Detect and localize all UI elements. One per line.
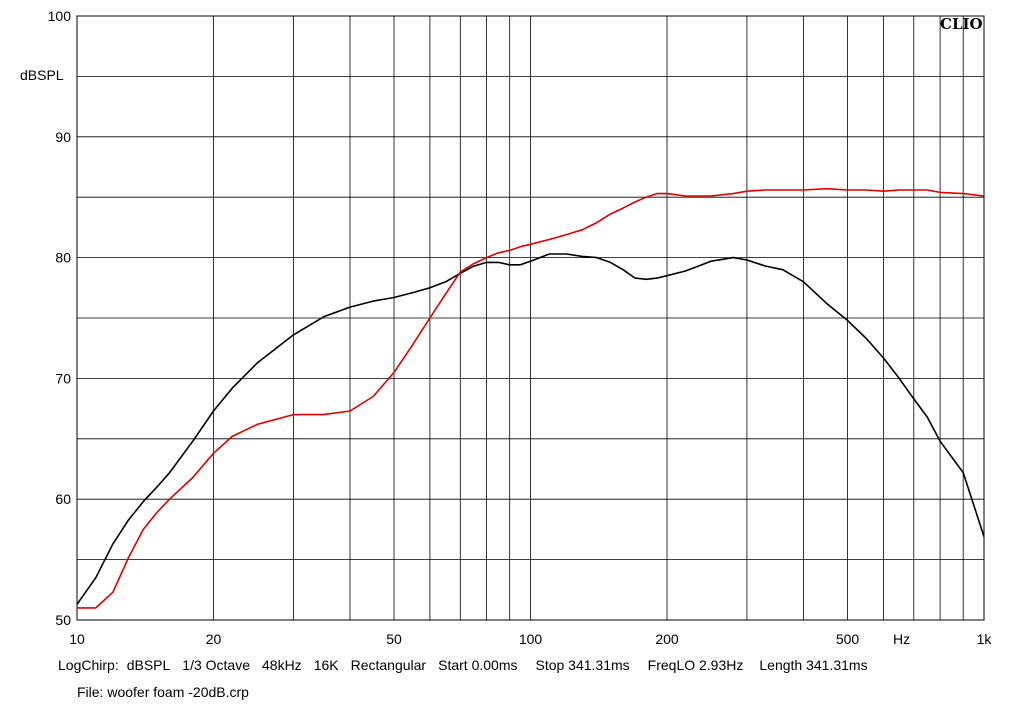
y-tick-label: 90 [55,129,71,145]
response-curve-black [76,253,985,605]
setting-item: Stop 341.31ms [535,657,630,673]
y-axis-label: dBSPL [20,67,64,83]
setting-item: Length 341.31ms [759,657,868,673]
x-tick-label: 1k [977,631,993,647]
plot-frame [76,15,985,621]
setting-item: Start 0.00ms [438,657,518,673]
chart-grid [77,16,984,620]
x-tick-label: 10 [69,631,85,647]
x-tick-label: 200 [655,631,679,647]
series-layer [76,187,985,609]
setting-item: 16K [313,657,339,673]
setting-item: FreqLO 2.93Hz [647,657,744,673]
file-name: File: woofer foam -20dB.crp [77,684,249,700]
y-tick-label: 100 [48,8,72,24]
x-tick-label: 500 [836,631,860,647]
setting-item: dBSPL [126,657,171,673]
x-tick-label: 20 [206,631,222,647]
setting-item: 48kHz [262,657,302,673]
brand-logo: CLIO [940,15,983,33]
x-tick-label: 50 [386,631,402,647]
y-tick-label: 50 [55,612,71,628]
measurement-settings: LogChirp: dBSPL 1/3 Octave 48kHz 16K Rectangu… [58,657,868,673]
x-tick-label: 100 [519,631,543,647]
x-axis-label: Hz [893,631,910,647]
setting-item: Rectangular [350,657,427,673]
setting-item: LogChirp: [58,657,119,673]
setting-item: 1/3 Octave [182,657,250,673]
tick-labels: 50 60 70 80 90 100 10 20 50 100 200 500 1k [48,8,993,647]
y-tick-label: 80 [55,250,71,266]
y-tick-label: 70 [55,370,71,386]
y-tick-label: 60 [55,491,71,507]
response-curve-red [77,187,985,609]
